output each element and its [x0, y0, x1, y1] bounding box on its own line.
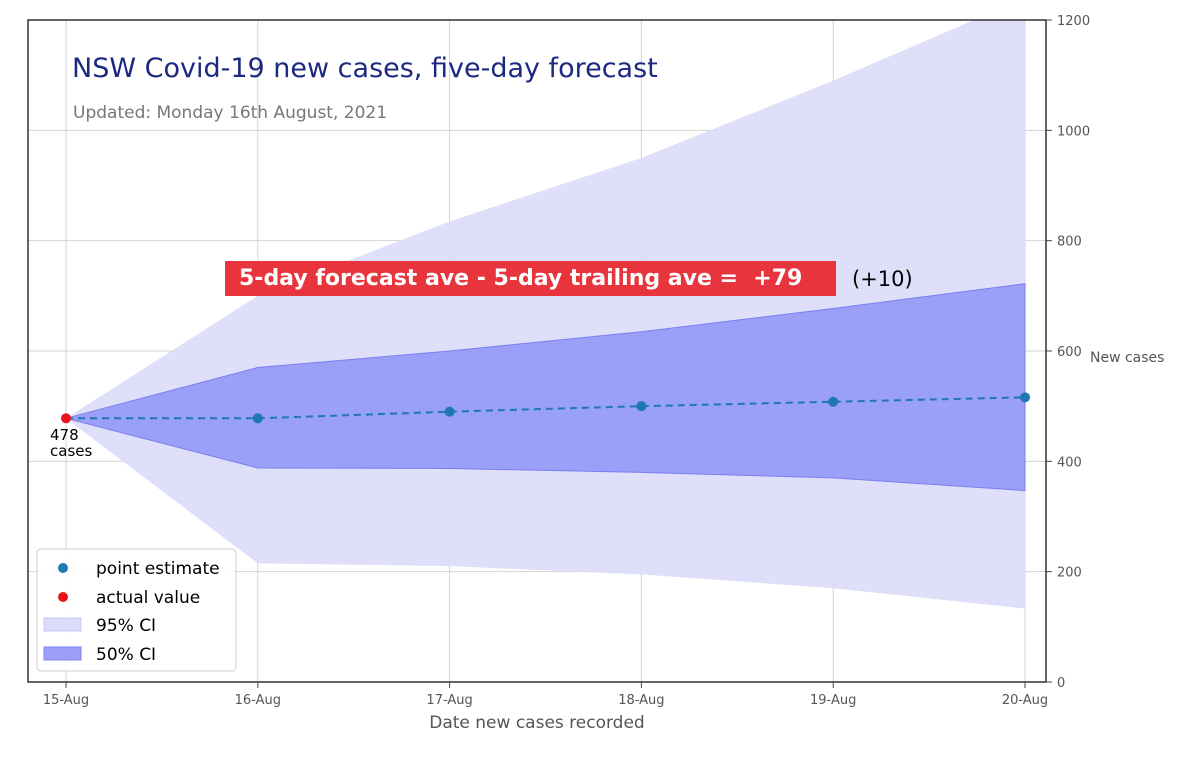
- point-estimate-marker: [636, 401, 647, 412]
- legend-label-point-estimate: point estimate: [96, 559, 220, 579]
- legend-label-actual-value: actual value: [96, 588, 200, 608]
- point-estimate-marker: [828, 396, 839, 407]
- x-tick-label: 20-Aug: [1002, 693, 1048, 708]
- y-tick-label: 1000: [1057, 124, 1090, 139]
- y-axis: 0 200 400 600 800 1000 1200: [1046, 14, 1090, 691]
- x-tick-label: 16-Aug: [235, 693, 281, 708]
- legend: point estimate actual value 95% CI 50% C…: [36, 548, 237, 672]
- confidence-bands: [64, 20, 1026, 609]
- x-axis-label: Date new cases recorded: [429, 713, 644, 733]
- data-points: [61, 392, 1030, 424]
- x-tick-label: 17-Aug: [426, 693, 472, 708]
- chart-subtitle: Updated: Monday 16th August, 2021: [73, 103, 387, 123]
- y-tick-label: 600: [1057, 345, 1082, 360]
- y-tick-label: 200: [1057, 566, 1082, 581]
- forecast-change-text: (+10): [852, 267, 913, 291]
- start-value-label: 478: [50, 426, 79, 444]
- start-unit-label: cases: [50, 442, 92, 460]
- x-tick-label: 19-Aug: [810, 693, 856, 708]
- actual-value-marker: [61, 413, 71, 424]
- legend-label-50-ci: 50% CI: [96, 645, 156, 665]
- point-estimate-line: [66, 396, 1026, 420]
- x-tick-label: 15-Aug: [43, 693, 89, 708]
- legend-swatch-95-ci: [43, 617, 82, 632]
- y-tick-label: 400: [1057, 455, 1082, 470]
- legend-label-95-ci: 95% CI: [96, 616, 156, 636]
- legend-swatch-50-ci: [43, 646, 82, 661]
- forecast-banner-box: [225, 261, 836, 296]
- y-tick-label: 1200: [1057, 14, 1090, 29]
- y-tick-label: 0: [1057, 676, 1065, 691]
- point-estimate-marker: [252, 413, 263, 424]
- legend-frame: [36, 548, 237, 672]
- point-estimate-dashed-line: [66, 396, 1026, 420]
- chart-title: NSW Covid-19 new cases, five-day forecas…: [72, 53, 658, 84]
- point-estimate-marker: [444, 406, 455, 417]
- legend-marker-actual-value: [58, 592, 68, 602]
- point-estimate-marker: [1020, 392, 1030, 403]
- legend-marker-point-estimate: [58, 563, 68, 573]
- x-axis: 15-Aug 16-Aug 17-Aug 18-Aug 19-Aug 20-Aug: [43, 682, 1048, 708]
- x-tick-label: 18-Aug: [618, 693, 664, 708]
- forecast-banner-text: 5-day forecast ave - 5-day trailing ave …: [239, 266, 802, 291]
- y-axis-label: New cases: [1090, 350, 1164, 366]
- y-tick-label: 800: [1057, 235, 1082, 250]
- band-50-ci: [64, 283, 1026, 492]
